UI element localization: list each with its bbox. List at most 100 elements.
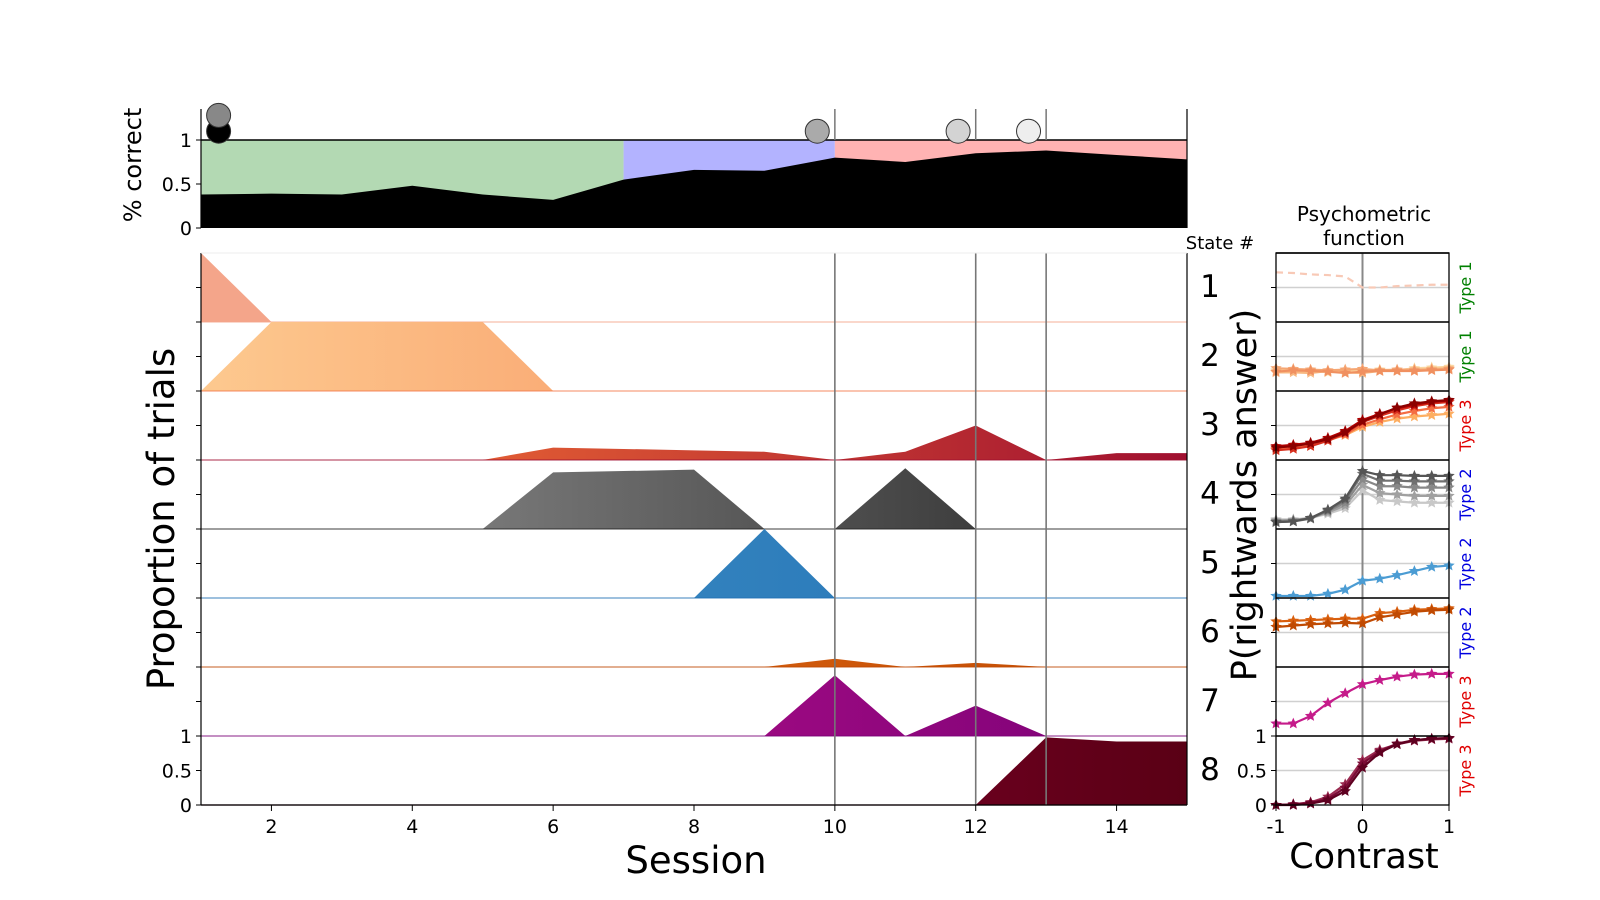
psychometric-curve-row1-0	[1275, 271, 1449, 289]
psychometric-point	[1391, 401, 1403, 413]
psychometric-point	[1356, 761, 1369, 773]
psychometric-point	[1287, 364, 1300, 376]
type-label-row3: Type 3	[1456, 399, 1475, 452]
type-label-row7: Type 3	[1456, 675, 1475, 728]
states-ytick-label: 1	[180, 726, 192, 748]
state-number-header: State #	[1186, 233, 1254, 254]
psychometric-point	[1408, 489, 1421, 501]
psychometric-point	[1408, 364, 1421, 376]
psychometric-point	[1425, 496, 1438, 508]
psychometric-point	[1408, 405, 1421, 416]
psychometric-point	[1356, 678, 1369, 690]
psychometric-point	[1304, 618, 1317, 630]
psychometric-point	[1391, 488, 1403, 500]
session-marker-3	[945, 118, 971, 144]
psychometric-point	[1304, 797, 1317, 809]
state-number-1: 1	[1200, 269, 1220, 305]
psychometric-point	[1425, 395, 1438, 407]
psychometric-point	[1322, 365, 1334, 377]
states-xlabel: Session	[625, 839, 766, 882]
accuracy-panel: 00.51	[162, 102, 1188, 240]
states-ytick-label: 0.5	[162, 761, 192, 783]
psychometric-point	[1425, 489, 1438, 501]
psychometric-point	[1391, 469, 1403, 481]
session-marker-2	[804, 118, 830, 144]
states-ylabel: Proportion of trials	[140, 348, 183, 690]
psychometric-point	[1356, 473, 1369, 485]
type-label-row8: Type 3	[1456, 744, 1475, 797]
psychometric-ylabel: P(rightwards answer)	[1225, 309, 1265, 682]
psychometric-point	[1374, 480, 1386, 492]
psychometric-point	[1339, 492, 1351, 504]
psychometric-point	[1322, 617, 1334, 629]
psychometric-point	[1408, 469, 1421, 481]
accuracy-ytick-label: 1	[180, 130, 192, 152]
psychometric-point	[1356, 365, 1369, 377]
session-marker-4	[1016, 118, 1042, 144]
psychometric-panel: Type 1 Type 1 Type 3 Type 2 Type 2 Type 2 Type…	[1237, 252, 1475, 838]
psychometric-title-line2: function	[1323, 226, 1405, 250]
state-2-area	[201, 322, 1187, 391]
psychometric-xlabel: Contrast	[1289, 837, 1439, 877]
psychometric-point	[1391, 608, 1403, 620]
psychometric-point	[1408, 475, 1421, 487]
type-label-row5: Type 2	[1456, 537, 1475, 590]
psychometric-point	[1374, 408, 1386, 420]
psychometric-point	[1391, 412, 1403, 424]
states-xtick-label: 2	[265, 816, 277, 838]
psychometric-point	[1287, 717, 1300, 729]
psychometric-point	[1374, 413, 1386, 425]
psychometric-point	[1408, 410, 1421, 422]
psychometric-point	[1408, 496, 1421, 508]
psychometric-point	[1391, 670, 1403, 682]
accuracy-ylabel: % correct	[119, 108, 147, 222]
state-number-5: 5	[1200, 545, 1220, 581]
psychometric-point	[1391, 495, 1403, 507]
psychometric-point	[1374, 494, 1386, 505]
psychometric-point	[1304, 511, 1317, 523]
psychometric-point	[1425, 604, 1438, 616]
type-label-row2: Type 1	[1456, 330, 1475, 383]
psychometric-point	[1287, 589, 1300, 601]
psychometric-point	[1356, 484, 1369, 496]
state-3-area	[201, 425, 1187, 460]
psychometric-point	[1322, 794, 1334, 806]
psychometric-point	[1391, 480, 1403, 492]
psychometric-point	[1425, 409, 1438, 420]
states-ytick-label: 0	[180, 795, 192, 817]
psychometric-point	[1425, 732, 1438, 744]
psychometric-point	[1374, 572, 1386, 584]
state-number-6: 6	[1200, 614, 1220, 650]
psychometric-point	[1322, 587, 1334, 599]
psychometric-point	[1425, 364, 1438, 376]
psychometric-point	[1356, 574, 1369, 586]
psychometric-xtick-label: 1	[1443, 816, 1455, 838]
psychometric-point	[1339, 426, 1351, 438]
states-xtick-label: 10	[823, 816, 847, 838]
state-4-area	[201, 468, 1187, 529]
state-number-7: 7	[1200, 683, 1220, 719]
psychometric-point	[1374, 474, 1386, 486]
psychometric-point	[1339, 616, 1351, 628]
psychometric-point	[1408, 397, 1421, 409]
state-number-2: 2	[1200, 338, 1220, 374]
psychometric-point	[1304, 437, 1317, 449]
psychometric-point	[1339, 785, 1351, 797]
psychometric-point	[1408, 668, 1421, 680]
psychometric-point	[1391, 569, 1403, 581]
psychometric-xtick-label: 0	[1356, 816, 1368, 838]
psychometric-point	[1287, 440, 1300, 452]
psychometric-point	[1391, 738, 1403, 750]
psychometric-ytick-label: 0.5	[1237, 761, 1267, 783]
psychometric-point	[1391, 474, 1403, 486]
psychometric-point	[1287, 515, 1300, 527]
psychometric-point	[1408, 481, 1421, 493]
psychometric-point	[1374, 611, 1386, 623]
type-label-row1: Type 1	[1456, 261, 1475, 314]
state-6-area	[201, 658, 1187, 667]
type-label-row4: Type 2	[1456, 468, 1475, 521]
psychometric-title-line1: Psychometric	[1297, 202, 1431, 226]
psychometric-point	[1374, 674, 1386, 685]
states-xtick-label: 14	[1104, 816, 1128, 838]
